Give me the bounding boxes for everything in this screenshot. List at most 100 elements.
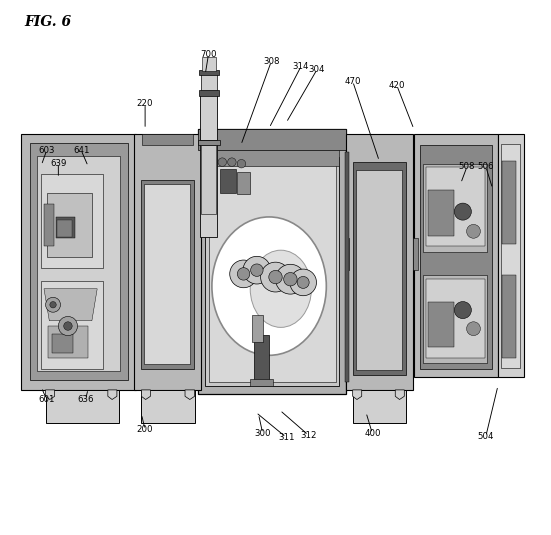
Bar — [428, 302, 454, 347]
Bar — [414, 134, 498, 377]
Bar — [199, 70, 219, 75]
Bar — [142, 390, 195, 423]
Bar — [37, 156, 120, 371]
Text: 312: 312 — [300, 431, 317, 440]
Bar — [220, 169, 236, 193]
Text: 504: 504 — [478, 432, 494, 441]
Text: 603: 603 — [39, 146, 55, 155]
Text: 314: 314 — [293, 62, 309, 71]
Bar — [143, 185, 190, 364]
Bar — [52, 334, 73, 353]
Polygon shape — [108, 390, 117, 400]
Bar — [413, 238, 418, 270]
Polygon shape — [185, 390, 195, 400]
Bar — [143, 134, 193, 145]
Bar — [44, 204, 53, 246]
Bar — [428, 190, 454, 235]
Circle shape — [276, 264, 305, 294]
Text: 420: 420 — [388, 81, 405, 90]
Circle shape — [243, 256, 271, 284]
Circle shape — [455, 203, 471, 220]
Polygon shape — [44, 289, 97, 320]
Text: 308: 308 — [263, 57, 279, 66]
Bar — [198, 140, 220, 145]
Bar — [356, 170, 402, 370]
Bar — [134, 142, 414, 235]
Bar — [198, 129, 346, 394]
Bar — [56, 217, 75, 238]
Bar — [200, 140, 217, 236]
Bar — [134, 134, 201, 390]
Polygon shape — [395, 390, 404, 400]
Circle shape — [228, 158, 236, 166]
Bar — [48, 326, 88, 358]
Text: 641: 641 — [73, 146, 89, 155]
Bar — [202, 57, 216, 71]
Bar — [46, 390, 119, 423]
Text: 300: 300 — [255, 429, 271, 438]
Bar — [41, 281, 102, 369]
Circle shape — [297, 277, 309, 288]
Bar — [47, 193, 92, 257]
Ellipse shape — [212, 217, 326, 355]
Text: 636: 636 — [77, 395, 94, 404]
Bar — [41, 174, 102, 268]
Bar — [426, 279, 485, 358]
Ellipse shape — [250, 250, 311, 327]
Bar — [198, 129, 346, 150]
Bar — [21, 134, 136, 390]
Text: 311: 311 — [278, 433, 294, 442]
Text: 700: 700 — [200, 50, 217, 59]
Bar — [502, 276, 516, 358]
Bar — [205, 157, 339, 386]
Bar — [346, 134, 413, 390]
Circle shape — [261, 262, 290, 292]
Bar — [237, 172, 251, 194]
Bar — [142, 180, 193, 369]
Circle shape — [218, 158, 226, 166]
Circle shape — [58, 317, 78, 335]
Text: FIG. 6: FIG. 6 — [24, 14, 72, 29]
Circle shape — [290, 269, 316, 296]
Text: 601: 601 — [39, 395, 55, 404]
Bar — [345, 152, 349, 382]
Bar — [420, 145, 491, 369]
Circle shape — [284, 272, 297, 286]
Bar — [353, 162, 406, 375]
Text: 304: 304 — [309, 65, 325, 74]
Bar — [57, 219, 72, 236]
Bar — [201, 74, 217, 90]
Bar — [209, 161, 336, 382]
Text: 220: 220 — [137, 99, 153, 108]
Text: 506: 506 — [478, 162, 494, 171]
Circle shape — [230, 260, 257, 288]
Bar — [345, 238, 349, 270]
Circle shape — [237, 159, 246, 168]
Circle shape — [46, 297, 61, 312]
Text: 400: 400 — [364, 429, 381, 438]
Bar — [498, 134, 523, 377]
Bar — [252, 316, 263, 342]
Bar — [424, 164, 487, 251]
Circle shape — [467, 322, 480, 335]
Text: 508: 508 — [459, 162, 476, 171]
Bar — [200, 95, 218, 140]
Text: 200: 200 — [137, 425, 153, 434]
Circle shape — [455, 302, 471, 319]
Bar — [201, 145, 216, 215]
Polygon shape — [353, 390, 361, 400]
Bar — [426, 167, 485, 246]
Bar — [250, 379, 273, 386]
Polygon shape — [142, 390, 150, 400]
Circle shape — [237, 268, 250, 280]
Text: 470: 470 — [344, 77, 361, 86]
Bar — [353, 390, 406, 423]
Circle shape — [269, 270, 282, 284]
Bar — [30, 143, 128, 380]
Polygon shape — [46, 390, 55, 400]
Bar — [424, 276, 487, 363]
Text: 639: 639 — [50, 159, 67, 167]
Circle shape — [251, 264, 263, 277]
Circle shape — [467, 224, 480, 238]
Bar — [199, 90, 219, 96]
